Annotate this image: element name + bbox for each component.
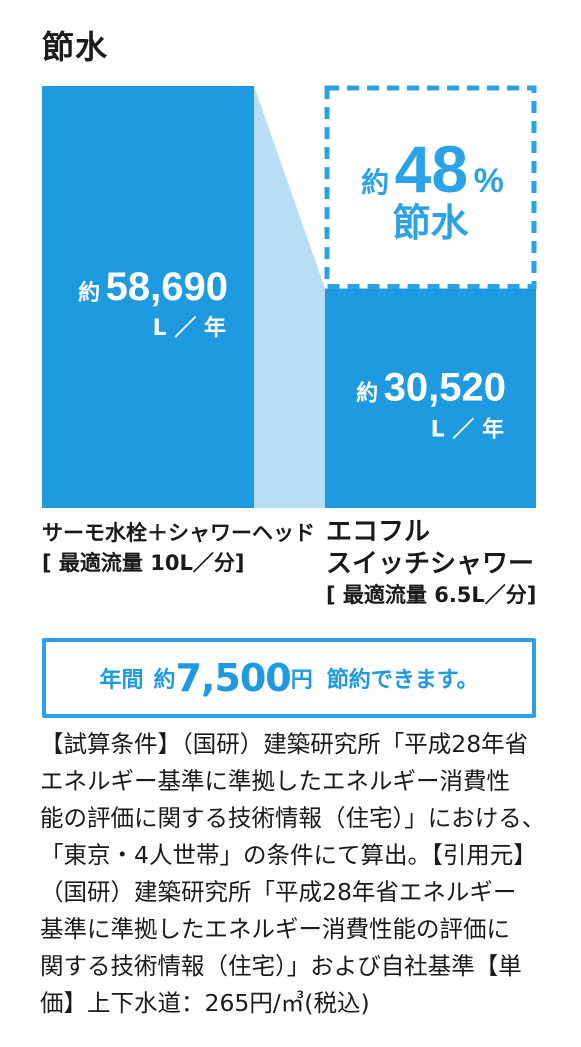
category-name: サーモ水栓＋シャワーヘッド bbox=[42, 521, 315, 545]
category-label-ecoful-shower: エコフル スイッチシャワー [ 最適流量 6.5L／分] bbox=[326, 516, 536, 610]
category-label-thermo-faucet: サーモ水栓＋シャワーヘッド [ 最適流量 10L／分] bbox=[42, 518, 315, 578]
footnote-line: 関する技術情報（住宅）」および自社基準【単 bbox=[40, 952, 522, 980]
savings-amount: 7,500 bbox=[175, 656, 292, 700]
unit-label-thermo-faucet: L ／ 年 bbox=[153, 315, 226, 341]
value-number: 30,520 bbox=[384, 366, 506, 410]
calculation-footnote: 【試算条件】（国研）建築研究所「平成28年省 エネルギー基準に準拠したエネルギー… bbox=[40, 726, 550, 1022]
page-title: 節水 bbox=[42, 28, 109, 66]
category-name-line1: エコフル bbox=[326, 517, 431, 547]
bar-ecoful-shower bbox=[325, 288, 536, 508]
value-prefix: 約 bbox=[356, 381, 378, 407]
category-name-line2: スイッチシャワー bbox=[326, 549, 535, 579]
savings-period: 年間 bbox=[99, 668, 144, 693]
saving-percent-label: 約 48 % bbox=[361, 132, 504, 206]
footnote-line: 能の評価に関する技術情報（住宅）」における、 bbox=[40, 804, 546, 832]
bar-thermo-faucet bbox=[42, 86, 254, 508]
footnote-line: （国研）建築研究所「平成28年省エネルギー bbox=[40, 878, 517, 906]
water-saving-chart: 約 58,690 L ／ 年 約 30,520 L ／ 年 約 48 % 節水 bbox=[42, 85, 537, 508]
saving-prefix: 約 bbox=[361, 166, 389, 199]
category-spec: [ 最適流量 6.5L／分] bbox=[326, 583, 537, 607]
value-label-thermo-faucet: 約 58,690 bbox=[78, 265, 228, 309]
bar-connector bbox=[254, 86, 325, 508]
unit-label-ecoful-shower: L ／ 年 bbox=[431, 417, 504, 443]
footnote-line: 基準に準拠したエネルギー消費性能の評価に bbox=[40, 915, 510, 943]
footnote-line: 【試算条件】（国研）建築研究所「平成28年省 bbox=[40, 730, 529, 758]
footnote-line: 「東京・4人世帯」の条件にて算出。【引用元】 bbox=[40, 841, 537, 869]
saving-dashed-frame bbox=[324, 85, 537, 290]
saving-text: 節水 bbox=[392, 201, 469, 245]
savings-currency: 円 bbox=[290, 668, 313, 693]
value-prefix: 約 bbox=[78, 280, 100, 306]
value-label-ecoful-shower: 約 30,520 bbox=[356, 366, 506, 410]
saving-percent: 48 bbox=[395, 132, 468, 206]
value-number: 58,690 bbox=[106, 265, 228, 309]
footnote-line: エネルギー基準に準拠したエネルギー消費性 bbox=[40, 767, 510, 795]
annual-savings-box: 年間 約 7,500 円 節約できます。 bbox=[42, 638, 536, 718]
footnote-line: 価】上下水道：265円/㎥(税込) bbox=[40, 989, 370, 1017]
savings-approx: 約 bbox=[153, 668, 176, 693]
saving-percent-sign: % bbox=[474, 162, 504, 200]
savings-text: 節約できます。 bbox=[326, 668, 479, 693]
category-spec: [ 最適流量 10L／分] bbox=[42, 551, 245, 575]
